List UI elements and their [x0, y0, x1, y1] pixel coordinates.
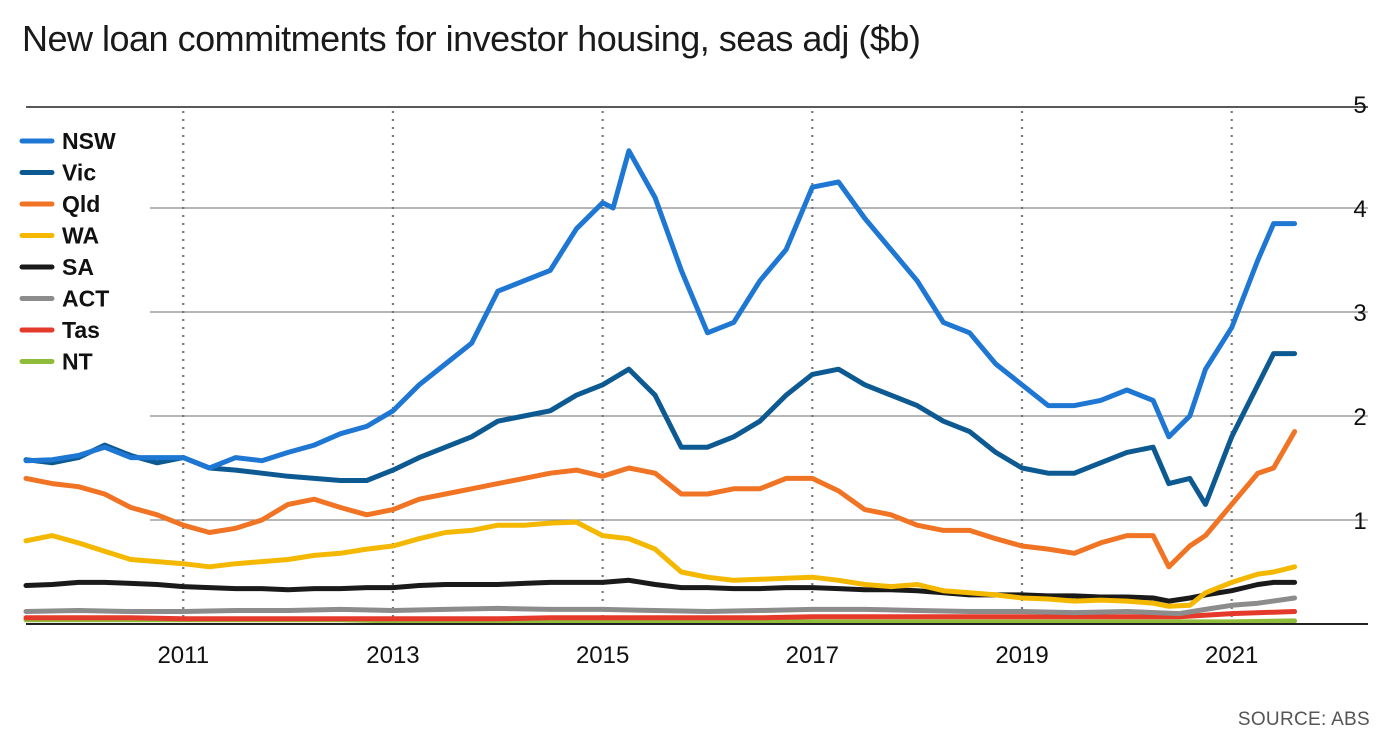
- y-tick-label: 4: [1353, 196, 1366, 223]
- legend-bg: [18, 249, 148, 279]
- legend-bg: [18, 343, 148, 374]
- legend-label: Qld: [62, 191, 100, 217]
- legend-label: NT: [62, 349, 93, 375]
- chart-title: New loan commitments for investor housin…: [22, 18, 921, 59]
- series-line-qld: [23, 429, 1298, 570]
- series-line-act: [23, 595, 1298, 617]
- x-tick-label: 2013: [366, 642, 419, 669]
- legend-label: WA: [62, 223, 99, 249]
- source-note: SOURCE: ABS: [1237, 709, 1370, 730]
- x-tick-label: 2015: [576, 642, 629, 669]
- y-tick-label: 3: [1353, 300, 1366, 327]
- series-line-tas: [23, 609, 1298, 622]
- y-tick-label: 1: [1353, 508, 1366, 535]
- legend-bg: [18, 186, 148, 216]
- series-line-wa: [23, 519, 1298, 609]
- x-tick-label: 2017: [786, 642, 839, 669]
- legend-label: SA: [62, 254, 94, 280]
- legend-bg: [18, 217, 148, 248]
- legend-bg: [18, 123, 148, 153]
- series-line-sa: [23, 577, 1298, 604]
- series-line-vic: [23, 351, 1298, 507]
- legend-bg: [18, 154, 148, 185]
- legend-label: Vic: [62, 160, 96, 186]
- legend: NSW Vic Qld WA SA ACT Tas NT: [18, 123, 148, 375]
- legend-label: NSW: [62, 128, 116, 154]
- legend-bg: [18, 312, 148, 342]
- x-tick-label: 2021: [1205, 642, 1258, 669]
- x-tick-label: 2011: [157, 642, 209, 669]
- series-line-nsw: [23, 148, 1298, 471]
- y-tick-label: 5: [1353, 92, 1366, 119]
- legend-bg: [18, 280, 148, 311]
- legend-label: ACT: [62, 286, 109, 312]
- axes: 1 2 3 4 5 2011 2013 2015 2017 2019 2021: [26, 92, 1368, 669]
- legend-label: Tas: [62, 317, 100, 343]
- x-tick-label: 2019: [995, 642, 1048, 669]
- series-lines: [23, 148, 1298, 625]
- grid-lines: [26, 106, 1368, 624]
- y-tick-label: 2: [1353, 404, 1366, 431]
